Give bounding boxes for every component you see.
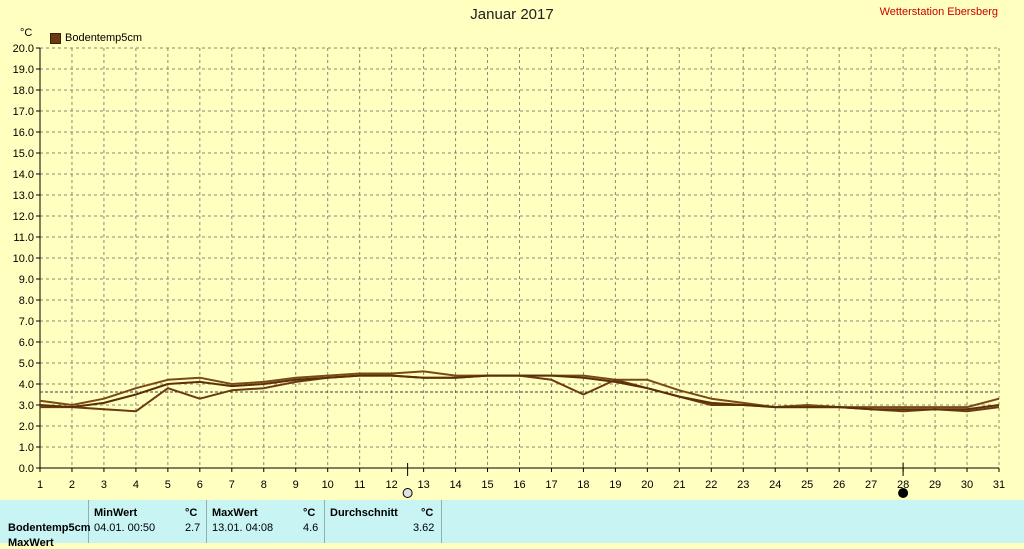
x-tick-label: 6 xyxy=(197,479,203,491)
avg-value: 3.62 xyxy=(413,522,435,534)
chart-title: Januar 2017 xyxy=(470,6,554,23)
x-tick-label: 14 xyxy=(449,479,461,491)
y-tick-label: 13.0 xyxy=(13,190,34,202)
y-axis-unit: °C xyxy=(20,27,33,39)
y-tick-label: 1.0 xyxy=(19,442,34,454)
y-tick-label: 10.0 xyxy=(13,253,34,265)
x-tick-label: 31 xyxy=(993,479,1005,491)
y-tick-label: 9.0 xyxy=(19,274,34,286)
x-tick-label: 29 xyxy=(929,479,941,491)
min-unit: °C xyxy=(185,507,198,519)
y-tick-label: 4.0 xyxy=(19,379,34,391)
y-tick-label: 7.0 xyxy=(19,316,34,328)
stats-separator xyxy=(206,500,207,543)
stats-row2-label: MaxWert xyxy=(8,537,54,549)
station-name: Wetterstation Ebersberg xyxy=(879,6,998,18)
stats-row-label: Bodentemp5cm xyxy=(8,522,91,534)
x-tick-label: 7 xyxy=(229,479,235,491)
x-tick-label: 22 xyxy=(705,479,717,491)
series-line xyxy=(39,374,1000,411)
avg-header: Durchschnitt xyxy=(330,507,398,519)
x-tick-label: 30 xyxy=(961,479,973,491)
x-tick-label: 23 xyxy=(737,479,749,491)
x-tick-label: 28 xyxy=(897,479,909,491)
x-tick-label: 24 xyxy=(769,479,781,491)
max-header: MaxWert xyxy=(212,507,258,519)
y-tick-label: 17.0 xyxy=(13,106,34,118)
y-tick-label: 19.0 xyxy=(13,64,34,76)
x-tick-label: 16 xyxy=(513,479,525,491)
max-unit: °C xyxy=(303,507,316,519)
full-moon-icon xyxy=(402,488,413,498)
x-tick-label: 5 xyxy=(165,479,171,491)
y-tick-label: 18.0 xyxy=(13,85,34,97)
x-tick-label: 18 xyxy=(577,479,589,491)
x-tick-label: 27 xyxy=(865,479,877,491)
y-tick-label: 15.0 xyxy=(13,148,34,160)
stats-panel: MinWert °C MaxWert °C Durchschnitt °C Bo… xyxy=(0,500,1024,549)
min-value: 2.7 xyxy=(185,522,201,534)
legend: Bodentemp5cm xyxy=(50,32,142,44)
y-tick-label: 5.0 xyxy=(19,358,34,370)
y-tick-label: 16.0 xyxy=(13,127,34,139)
stats-separator xyxy=(88,500,89,543)
x-tick-label: 25 xyxy=(801,479,813,491)
x-tick-label: 9 xyxy=(293,479,299,491)
x-tick-label: 3 xyxy=(101,479,107,491)
x-tick-label: 20 xyxy=(641,479,653,491)
x-tick-label: 15 xyxy=(481,479,493,491)
y-tick-label: 2.0 xyxy=(19,421,34,433)
min-time: 04.01. 00:50 xyxy=(94,522,156,534)
legend-label: Bodentemp5cm xyxy=(65,32,143,44)
y-tick-label: 6.0 xyxy=(19,337,34,349)
max-time: 13.01. 04:08 xyxy=(212,522,274,534)
y-tick-label: 0.0 xyxy=(19,463,34,475)
x-tick-label: 19 xyxy=(609,479,621,491)
max-value: 4.6 xyxy=(303,522,319,534)
y-tick-label: 3.0 xyxy=(19,400,34,412)
y-tick-label: 12.0 xyxy=(13,211,34,223)
min-header: MinWert xyxy=(94,507,138,519)
y-tick-label: 11.0 xyxy=(13,232,34,244)
x-tick-label: 17 xyxy=(545,479,557,491)
x-tick-label: 21 xyxy=(673,479,685,491)
y-tick-label: 20.0 xyxy=(13,43,34,55)
x-tick-label: 1 xyxy=(37,479,43,491)
x-tick-label: 11 xyxy=(354,479,365,491)
stats-separator xyxy=(324,500,325,543)
x-tick-label: 2 xyxy=(69,479,75,491)
avg-unit: °C xyxy=(421,507,434,519)
x-tick-label: 13 xyxy=(417,479,429,491)
stats-separator xyxy=(441,500,442,543)
x-tick-label: 12 xyxy=(386,479,398,491)
y-tick-label: 14.0 xyxy=(13,169,34,181)
chart: 0.01.02.03.04.05.06.07.08.09.010.011.012… xyxy=(13,43,1005,498)
new-moon-icon xyxy=(898,488,909,498)
series-line xyxy=(39,370,1000,409)
x-tick-label: 4 xyxy=(133,479,139,491)
y-tick-label: 8.0 xyxy=(19,295,34,307)
x-tick-label: 8 xyxy=(261,479,267,491)
legend-swatch xyxy=(50,32,61,44)
x-tick-label: 10 xyxy=(322,479,334,491)
x-tick-label: 26 xyxy=(833,479,845,491)
